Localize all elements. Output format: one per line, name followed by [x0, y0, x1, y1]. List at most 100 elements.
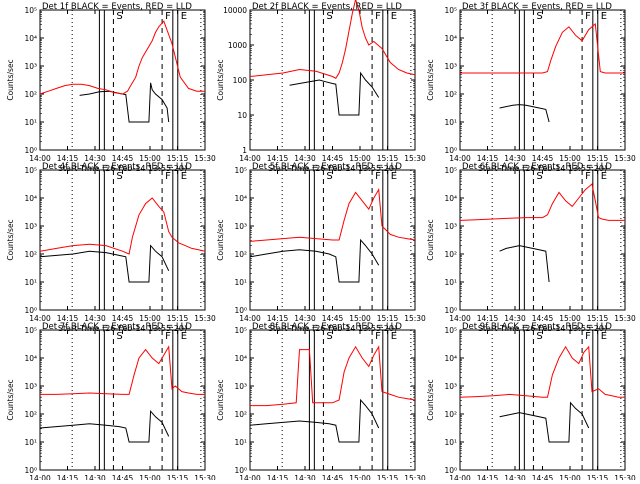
y-tick-label: 10²: [234, 410, 247, 419]
x-tick-label: 14:45: [532, 154, 554, 163]
y-tick-label: 10²: [24, 90, 37, 99]
x-tick-label: 15:15: [167, 474, 189, 480]
y-tick-label: 10⁵: [24, 6, 37, 15]
x-tick-label: 15:15: [167, 154, 189, 163]
x-tick-label: 15:30: [194, 154, 216, 163]
y-tick-label: 10¹: [444, 118, 457, 127]
x-tick-label: 14:00: [239, 474, 261, 480]
panel-title: Det 8f BLACK = Events, RED = LLD: [252, 322, 402, 332]
marker-label-3: E: [601, 11, 607, 22]
y-axis-label: Counts/sec: [216, 59, 225, 100]
marker-label-2: F: [585, 331, 591, 342]
y-tick-label: 10¹: [24, 278, 37, 287]
y-tick-label: 10⁵: [24, 326, 37, 335]
panel-3: S F E 10⁰ 10¹ 10² 10³ 10⁴ 10⁵ 14:00 14:15 14:30 14:4…: [426, 2, 636, 173]
y-tick-label: 10²: [24, 410, 37, 419]
y-axis-label: Counts/sec: [426, 379, 435, 420]
series-black: [249, 398, 380, 443]
x-tick-label: 14:15: [57, 314, 79, 323]
y-tick-label: 10⁵: [444, 166, 457, 175]
marker-label-3: E: [601, 331, 607, 342]
marker-label-3: E: [181, 171, 187, 182]
x-tick-label: 15:30: [614, 474, 636, 480]
x-tick-label: 14:00: [29, 314, 51, 323]
plot-frame: [459, 9, 626, 151]
y-axis-label: Counts/sec: [216, 379, 225, 420]
x-axis-label: Start Time (26-Feb-14 13:55:20): [268, 164, 397, 173]
marker-label-3: E: [391, 331, 397, 342]
marker-label-1: S: [116, 331, 122, 342]
x-tick-label: 15:30: [614, 154, 636, 163]
x-tick-label: 15:00: [559, 154, 581, 163]
series-red: [249, 187, 416, 242]
y-tick-label: 10⁰: [444, 146, 457, 155]
series-black: [499, 104, 550, 123]
y-tick-label: 10¹: [24, 438, 37, 447]
x-tick-label: 15:30: [404, 474, 426, 480]
y-axis-label: Counts/sec: [426, 59, 435, 100]
series-red: [459, 183, 625, 221]
marker-label-1: S: [326, 171, 332, 182]
x-tick-label: 14:45: [532, 314, 554, 323]
marker-label-2: F: [375, 11, 381, 22]
y-tick-label: 10³: [24, 62, 37, 71]
x-tick-label: 15:30: [404, 154, 426, 163]
y-tick-label: 10⁰: [24, 306, 37, 315]
series-black: [499, 401, 590, 443]
plot-frame: [459, 329, 626, 471]
y-tick-label: 10³: [444, 222, 457, 231]
plot-frame: [459, 169, 626, 311]
x-tick-label: 14:00: [239, 314, 261, 323]
x-tick-label: 14:30: [504, 474, 526, 480]
y-tick-label: 1000: [228, 41, 247, 50]
y-tick-label: 10¹: [234, 438, 247, 447]
y-tick-label: 10⁰: [24, 146, 37, 155]
y-tick-label: 10³: [444, 382, 457, 391]
y-tick-label: 10: [237, 111, 247, 120]
x-tick-label: 15:00: [349, 154, 371, 163]
x-tick-label: 14:00: [239, 154, 261, 163]
x-tick-label: 14:45: [322, 314, 344, 323]
y-tick-label: 1: [242, 146, 247, 155]
panel-7: S F E 10⁰ 10¹ 10² 10³ 10⁴ 10⁵ 14:00 14:15 14:30 14:4…: [6, 322, 216, 483]
series-red: [250, 345, 416, 407]
y-tick-label: 10⁴: [234, 194, 247, 203]
y-tick-label: 10⁴: [234, 354, 247, 363]
x-tick-label: 14:15: [267, 314, 289, 323]
x-axis-label: Start Time (26-Feb-14 13:55:20): [58, 324, 187, 333]
y-tick-label: 10⁵: [234, 326, 247, 335]
y-tick-label: 100: [233, 76, 248, 85]
y-tick-label: 10⁵: [24, 166, 37, 175]
y-tick-label: 10²: [444, 410, 457, 419]
series-black: [79, 82, 170, 123]
x-tick-label: 14:30: [294, 154, 316, 163]
y-tick-label: 10¹: [24, 118, 37, 127]
x-tick-label: 14:30: [504, 314, 526, 323]
x-tick-label: 15:15: [377, 154, 399, 163]
marker-label-1: S: [536, 171, 542, 182]
x-tick-label: 15:00: [559, 314, 581, 323]
panel-title: Det 3f BLACK = Events, RED = LLD: [462, 2, 612, 12]
panel-title: Det 6f BLACK = Events, RED = LLD: [462, 162, 612, 172]
y-tick-label: 10⁴: [444, 354, 457, 363]
panel-6: S F E 10⁰ 10¹ 10² 10³ 10⁴ 10⁵ 14:00 14:15 14:30 14:4…: [426, 162, 636, 333]
x-tick-label: 15:15: [587, 154, 609, 163]
marker-label-1: S: [116, 11, 122, 22]
x-tick-label: 14:00: [449, 474, 471, 480]
marker-label-3: E: [181, 331, 187, 342]
y-tick-label: 10³: [24, 382, 37, 391]
y-tick-label: 10⁴: [444, 34, 457, 43]
x-axis-label: Start Time (26-Feb-14 13:55:20): [478, 164, 607, 173]
y-tick-label: 10¹: [234, 278, 247, 287]
y-axis-label: Counts/sec: [6, 379, 15, 420]
x-tick-label: 14:15: [267, 474, 289, 480]
y-tick-label: 10⁵: [444, 326, 457, 335]
x-tick-label: 14:30: [84, 154, 106, 163]
panel-5: S F E 10⁰ 10¹ 10² 10³ 10⁴ 10⁵ 14:00 14:15 14:30 14:4…: [216, 162, 426, 333]
y-tick-label: 10⁰: [444, 466, 457, 475]
x-tick-label: 14:15: [267, 154, 289, 163]
panel-title: Det 4f BLACK = Events, RED = LLD: [42, 162, 192, 172]
marker-label-2: F: [375, 171, 381, 182]
